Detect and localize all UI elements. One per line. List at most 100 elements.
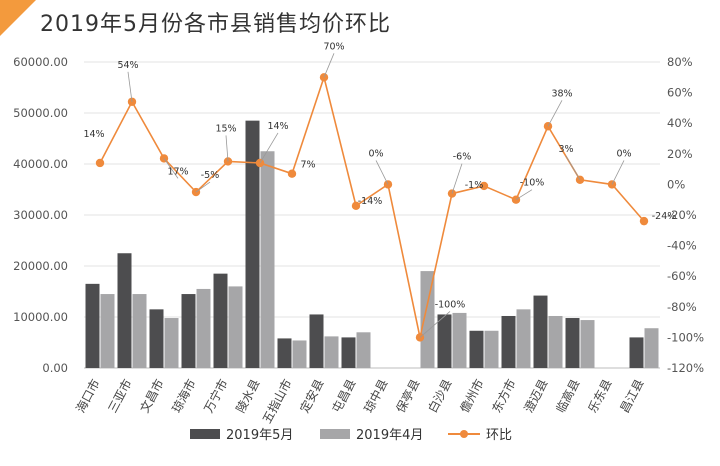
chart-title: 2019年5月份各市县销售均价环比 — [40, 12, 391, 37]
x-category-label: 定安县 — [296, 376, 326, 415]
x-category-label: 琼中县 — [360, 376, 390, 415]
data-label: 0% — [368, 148, 383, 159]
y-right-tick-label: 60% — [667, 86, 693, 100]
x-category-label: 临高县 — [552, 376, 582, 415]
bar-may — [213, 273, 228, 368]
bar-may — [437, 314, 452, 368]
y-left-tick-label: 0.00 — [42, 361, 68, 375]
x-category-label: 东方市 — [488, 376, 518, 415]
bar-may — [117, 253, 132, 368]
x-category-label: 琼海市 — [168, 376, 198, 415]
data-label: -24% — [652, 211, 677, 222]
data-label-leader — [163, 158, 179, 179]
x-category-label: 澄迈县 — [520, 376, 550, 415]
y-right-tick-label: -80% — [667, 300, 697, 314]
legend-swatch-april — [320, 429, 350, 439]
y-left-tick-label: 60000.00 — [13, 55, 68, 69]
y-right-tick-label: -60% — [667, 269, 697, 283]
data-label-leader — [375, 160, 389, 185]
data-label: -10% — [520, 178, 545, 189]
data-label-leader — [195, 181, 211, 193]
line-point — [639, 216, 649, 226]
bar-april — [260, 151, 275, 368]
data-label: 54% — [117, 60, 138, 71]
y-right-tick-label: 80% — [667, 55, 693, 69]
x-category-label: 乐东县 — [585, 377, 614, 415]
line-point — [543, 122, 553, 131]
x-category-label: 三亚市 — [104, 376, 134, 415]
line-huanbi — [99, 74, 645, 338]
data-label: -100% — [435, 299, 466, 310]
y-right-tick-label: -40% — [667, 239, 697, 253]
bar-april — [548, 315, 563, 368]
data-label: -5% — [201, 170, 220, 181]
data-label: 38% — [551, 88, 572, 99]
line-point — [287, 169, 297, 178]
bar-april — [132, 294, 147, 368]
x-category-label: 白沙县 — [424, 376, 454, 415]
y-right-tick-label: -100% — [667, 330, 704, 344]
bar-april — [644, 328, 659, 368]
y-right-tick-label: -120% — [667, 361, 704, 375]
line-point — [351, 201, 361, 211]
bar-april — [580, 320, 595, 368]
bar-may — [533, 295, 548, 368]
bar-april — [100, 294, 115, 368]
legend-label-line: 环比 — [486, 428, 512, 443]
bar-may — [245, 120, 260, 369]
data-label-leader — [127, 71, 133, 102]
data-label: 3% — [558, 144, 573, 155]
x-category-label: 五指山市 — [259, 376, 295, 425]
data-label-leader — [451, 163, 463, 194]
x-category-label: 陵水县 — [233, 377, 262, 415]
x-category-label: 昌江县 — [617, 377, 646, 415]
bar-may — [341, 337, 356, 368]
bar-may — [565, 318, 580, 368]
x-category-label: 屯昌县 — [329, 377, 358, 415]
bar-april — [164, 318, 179, 368]
line-point — [479, 181, 489, 191]
data-label-leader — [225, 135, 229, 162]
bar-april — [484, 330, 499, 368]
bar-may — [85, 283, 100, 368]
bar-april — [324, 336, 339, 368]
data-label: 7% — [300, 160, 315, 171]
data-label: 15% — [215, 123, 236, 134]
data-label-leader — [259, 132, 279, 164]
y-left-tick-label: 10000.00 — [13, 310, 68, 324]
legend-swatch-may — [190, 429, 220, 439]
data-label-leader — [419, 311, 451, 338]
y-right-tick-label: 40% — [667, 116, 693, 130]
bar-april — [196, 288, 211, 368]
bar-may — [181, 294, 196, 368]
bar-may — [469, 330, 484, 368]
bar-may — [501, 315, 516, 368]
data-label-leader — [547, 100, 563, 127]
data-label-leader — [565, 155, 581, 181]
legend-swatch-point — [460, 430, 468, 438]
y-left-tick-label: 30000.00 — [13, 208, 68, 222]
data-label: 0% — [616, 148, 631, 159]
x-category-label: 文昌市 — [136, 376, 166, 415]
bar-april — [356, 332, 371, 368]
data-label-leader — [611, 160, 625, 185]
y-right-tick-label: 0% — [667, 177, 685, 191]
bar-may — [277, 338, 292, 368]
x-category-label: 海口市 — [72, 376, 102, 415]
y-left-tick-label: 40000.00 — [13, 157, 68, 171]
x-category-label: 万宁市 — [200, 376, 230, 415]
bar-may — [629, 337, 644, 368]
data-label-leader — [323, 53, 335, 78]
bar-april — [292, 340, 307, 368]
y-left-tick-label: 20000.00 — [13, 259, 68, 273]
y-right-tick-label: -20% — [667, 208, 697, 222]
title-accent-icon — [0, 0, 36, 36]
data-label: 17% — [167, 166, 188, 177]
data-label: -1% — [465, 180, 484, 191]
data-label: 70% — [323, 41, 344, 52]
legend-label-april: 2019年4月 — [356, 428, 423, 443]
line-point — [95, 158, 105, 168]
x-category-label: 保亭县 — [392, 376, 422, 415]
data-label: -14% — [358, 196, 383, 207]
